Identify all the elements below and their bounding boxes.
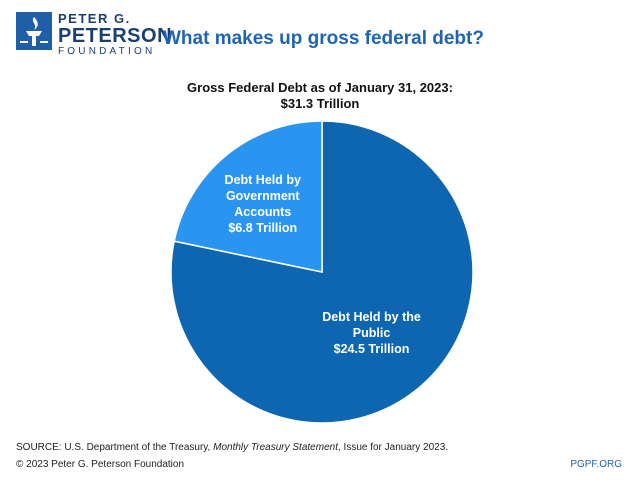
source-suffix: , Issue for January 2023.	[337, 442, 449, 453]
pie-slice-label-0: Debt Held by the Public $24.5 Trillion	[322, 310, 421, 356]
brand-line2: PETERSON	[58, 25, 173, 47]
pie-slice-label-line: $6.8 Trillion	[228, 221, 297, 235]
pie-slice-label-line: Public	[353, 326, 391, 340]
header: PETER G. PETERSON FOUNDATION What makes …	[16, 10, 616, 57]
chart-subtitle: Gross Federal Debt as of January 31, 202…	[0, 80, 640, 112]
subtitle-line1: Gross Federal Debt as of January 31, 202…	[187, 80, 453, 95]
brand-logo-text: PETER G. PETERSON FOUNDATION	[58, 10, 172, 57]
pie-slice-1	[173, 120, 323, 273]
source-title: Monthly Treasury Statement	[213, 442, 338, 453]
source-note: SOURCE: U.S. Department of the Treasury,…	[16, 442, 448, 453]
brand-line1: PETER G.	[58, 11, 131, 26]
pie-slice-label-line: Debt Held by the	[322, 310, 421, 324]
torch-logo-icon	[16, 12, 52, 50]
brand-line3: FOUNDATION	[58, 46, 156, 57]
pie-slice-label-line: Accounts	[234, 205, 291, 219]
chart-title: What makes up gross federal debt?	[163, 28, 484, 49]
pie-slice-label-line: Government	[226, 189, 300, 203]
site-link[interactable]: PGPF.ORG	[570, 459, 622, 470]
pie-slice-label-line: Debt Held by	[225, 173, 301, 187]
pie-slice-label-1: Debt Held by Government Accounts $6.8 Trill…	[225, 173, 301, 235]
copyright-note: © 2023 Peter G. Peterson Foundation	[16, 459, 185, 470]
pie-slice-0	[170, 120, 474, 424]
subtitle-line2: $31.3 Trillion	[280, 96, 360, 111]
source-prefix: SOURCE: U.S. Department of the Treasury,	[16, 442, 214, 453]
pie-slice-label-line: $24.5 Trillion	[334, 342, 410, 356]
